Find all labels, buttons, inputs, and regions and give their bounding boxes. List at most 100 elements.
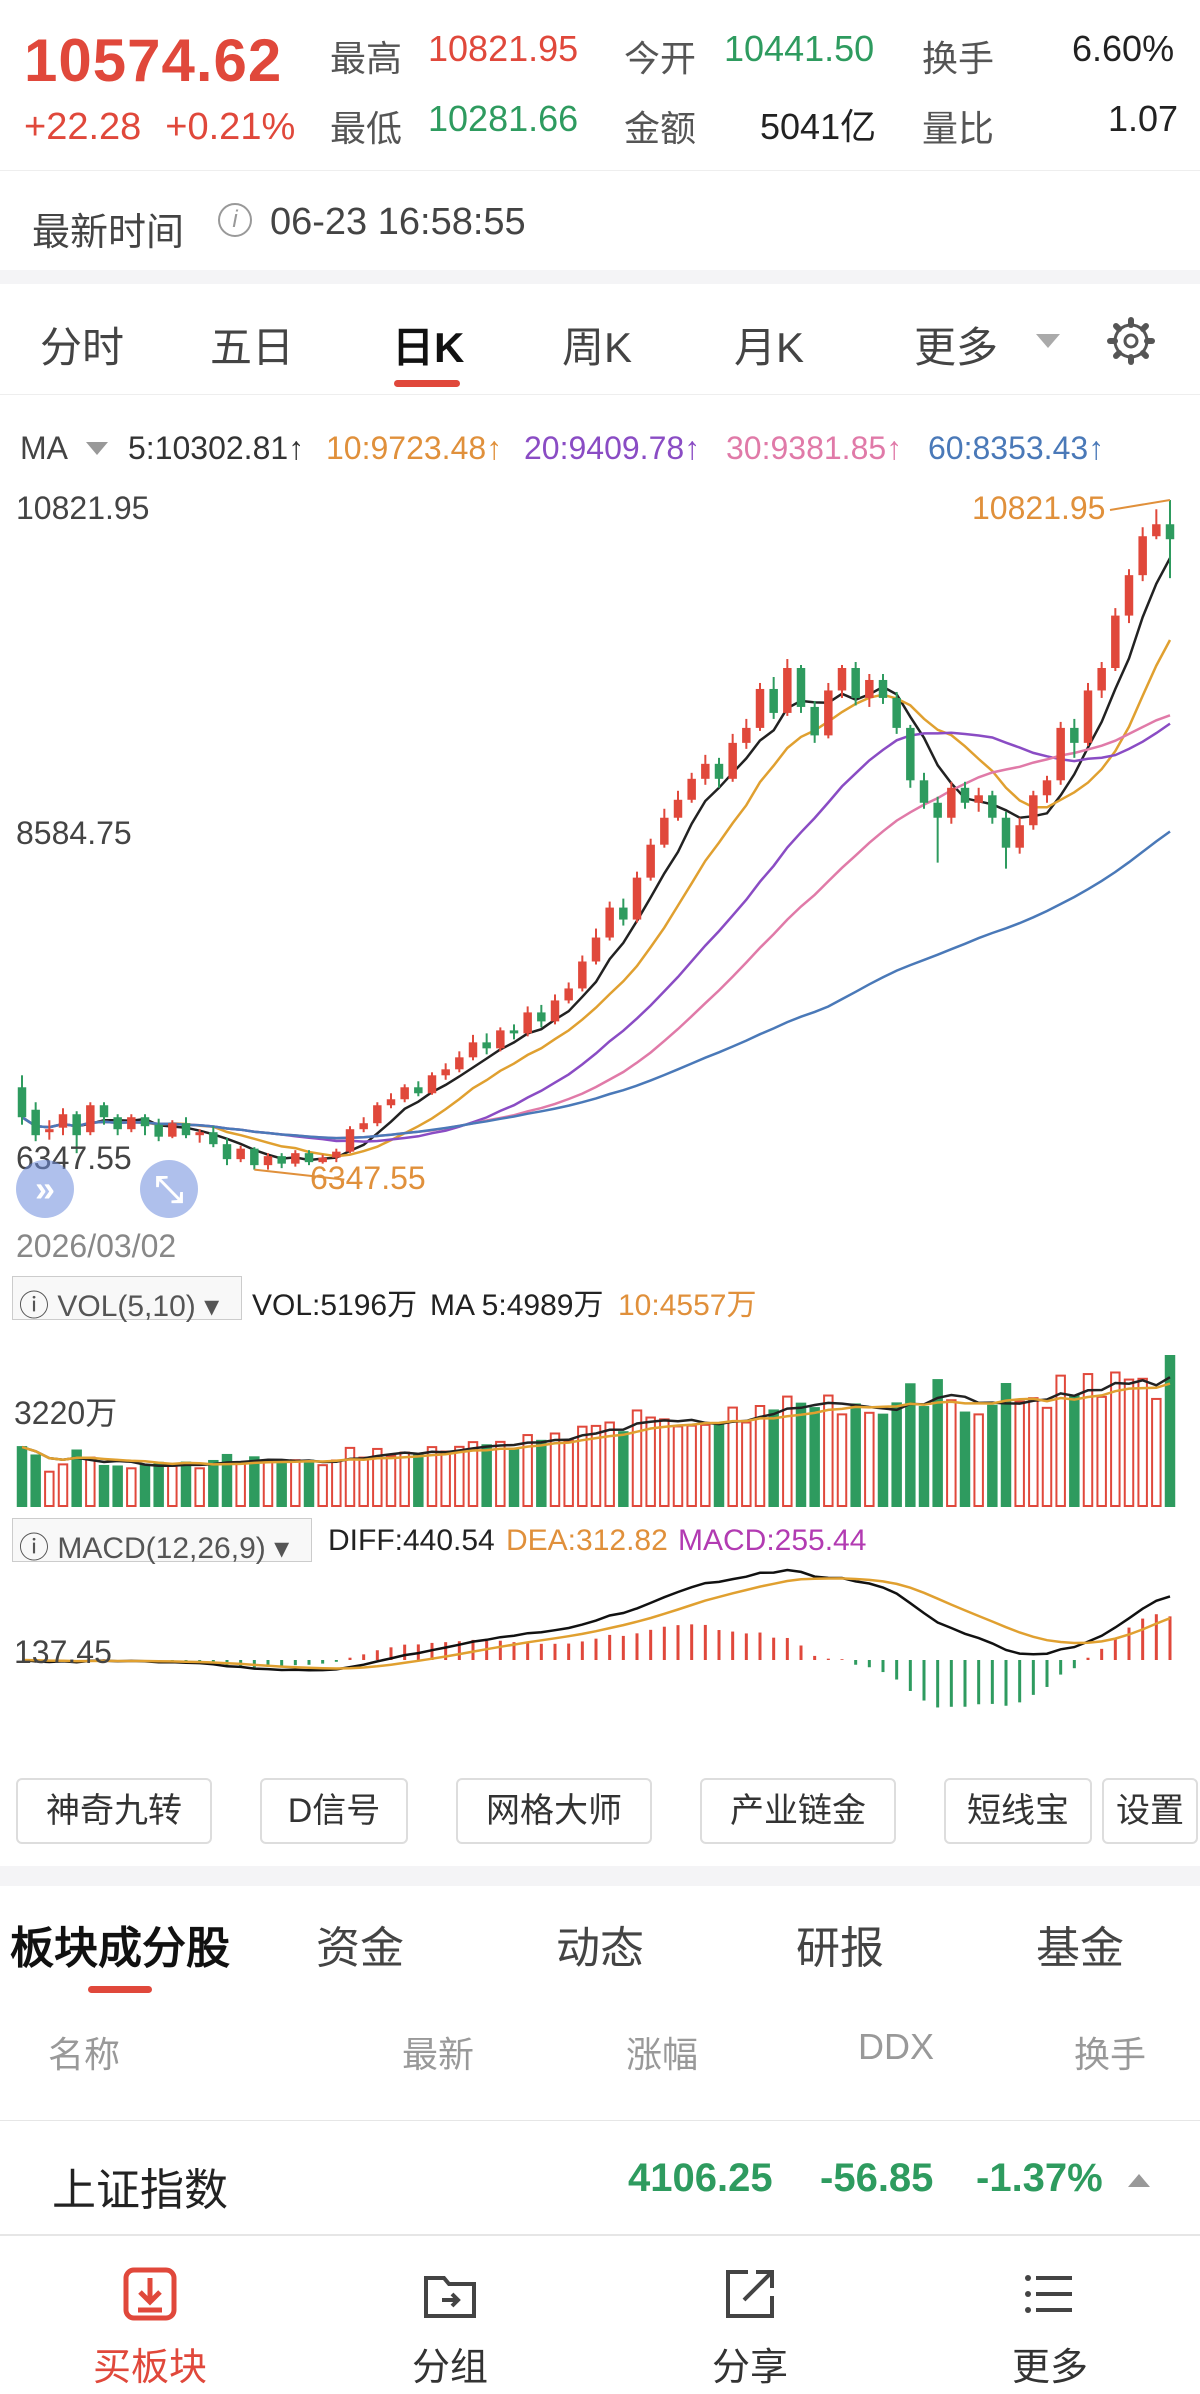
ratio-value: 1.07 (1108, 98, 1179, 139)
volume-bar (262, 1460, 274, 1507)
bottom-nav: 买板块 分组 分享 更多 (0, 2236, 1200, 2394)
stock-change: -56.85 (820, 2156, 934, 2200)
tab-five-day[interactable]: 五日 (210, 324, 295, 371)
ma-legend[interactable]: MA 5:10302.81↑ 10:9723.48↑ 20:9409.78↑ 3… (0, 420, 1200, 476)
vol-box-label: VOL(5,10) (57, 1290, 196, 1323)
candle-body (72, 1114, 81, 1136)
gear-icon[interactable] (1106, 316, 1156, 366)
tool-magic-nine[interactable]: 神奇九转 (16, 1778, 212, 1844)
volume-bar (864, 1411, 875, 1507)
candle-body (1097, 668, 1106, 691)
candle-body (291, 1153, 300, 1164)
col-turnover[interactable]: 换手 (1074, 2034, 1147, 2075)
candle-body (496, 1030, 505, 1049)
section-divider (0, 270, 1200, 284)
candle-body (1042, 780, 1052, 796)
candle-body (1124, 575, 1134, 616)
vol-value: VOL:5196万 (252, 1289, 418, 1322)
col-change[interactable]: 涨幅 (626, 2034, 699, 2075)
candle-body (1111, 615, 1120, 669)
active-tab-indicator (394, 380, 460, 387)
nav-buy-sector[interactable]: 买板块 (0, 2236, 300, 2394)
tool-buttons: 神奇九转 D信号 网格大师 产业链金 短线宝 设置 (0, 1774, 1200, 1858)
low-label: 最低 (330, 108, 403, 149)
amount-label: 金额 (624, 108, 697, 149)
candle-body (168, 1123, 177, 1137)
tab-funds-flow[interactable]: 资金 (316, 1924, 404, 1973)
vol-indicator-selector[interactable]: ⓘ VOL(5,10) ▾ (12, 1276, 242, 1323)
col-name[interactable]: 名称 (48, 2034, 121, 2075)
tool-d-signal[interactable]: D信号 (260, 1778, 408, 1844)
tool-grid-master[interactable]: 网格大师 (456, 1778, 652, 1844)
volume-bar (522, 1434, 533, 1507)
volume-bar (549, 1432, 561, 1507)
macd-chart (21, 1568, 1172, 1708)
volume-bar (426, 1446, 438, 1508)
volume-bar (686, 1424, 697, 1507)
tool-industry-chain[interactable]: 产业链金 (700, 1778, 896, 1844)
candle-body (660, 817, 669, 845)
col-latest[interactable]: 最新 (402, 2034, 475, 2075)
candlestick-chart[interactable] (0, 480, 1200, 1260)
volume-bar (918, 1406, 930, 1507)
candle-body (988, 795, 997, 818)
candle-body (742, 727, 751, 743)
high-label: 最高 (330, 38, 403, 79)
fullscreen-icon[interactable]: ⤡ (140, 1160, 198, 1218)
candle-body (578, 961, 587, 989)
volume-bar (344, 1446, 356, 1508)
info-icon[interactable]: i (218, 203, 252, 237)
tab-more[interactable]: 更多 (914, 324, 999, 371)
candle-body (140, 1117, 150, 1127)
nav-share[interactable]: 分享 (600, 2236, 900, 2394)
tab-intraday[interactable]: 分时 (40, 324, 125, 371)
volume-bar (659, 1418, 670, 1507)
candle-body (865, 679, 874, 698)
volume-bar (1069, 1394, 1080, 1507)
ma30-value: 30:9381.85↑ (726, 430, 903, 466)
volume-bar (495, 1440, 506, 1507)
low-value: 10281.66 (428, 98, 579, 139)
volume-bar (795, 1402, 807, 1507)
chevron-down-icon[interactable] (1036, 334, 1060, 348)
tool-settings[interactable]: 设置 (1102, 1778, 1198, 1844)
tab-research[interactable]: 研报 (796, 1924, 884, 1973)
tab-daily-k[interactable]: 日K (392, 324, 465, 371)
dropdown-arrow-icon[interactable] (86, 442, 108, 455)
macd-box-label: MACD(12,26,9) (57, 1532, 266, 1565)
candle-body (537, 1012, 546, 1022)
nav-more[interactable]: 更多 (900, 2236, 1200, 2394)
volume-bar (850, 1403, 861, 1507)
macd-header: ⓘ MACD(12,26,9) ▾ DIFF:440.54 DEA:312.82… (0, 1516, 1200, 1566)
macd-indicator-selector[interactable]: ⓘ MACD(12,26,9) ▾ (12, 1518, 312, 1565)
col-ddx[interactable]: DDX (858, 2026, 935, 2067)
volume-bar (71, 1449, 82, 1508)
list-item[interactable]: 上证指数 4106.25 -56.85 -1.37% (0, 2122, 1200, 2242)
tab-weekly-k[interactable]: 周K (562, 324, 633, 371)
volume-bar (454, 1445, 465, 1508)
candle-body (632, 877, 642, 920)
low-pointer (254, 1168, 345, 1181)
volume-bar (959, 1411, 971, 1507)
expand-left-icon[interactable]: » (16, 1160, 74, 1218)
candle-body (181, 1123, 191, 1136)
volume-bar (823, 1394, 834, 1507)
volume-bar (508, 1447, 520, 1507)
tab-news[interactable]: 动态 (556, 1924, 644, 1973)
tool-short-term[interactable]: 短线宝 (944, 1778, 1092, 1844)
tab-fund[interactable]: 基金 (1036, 1924, 1124, 1973)
candle-body (687, 778, 696, 800)
tab-monthly-k[interactable]: 月K (734, 324, 805, 371)
change-percent: +0.21% (165, 106, 296, 148)
candle-body (345, 1129, 355, 1152)
stock-name: 上证指数 (52, 2166, 228, 2215)
nav-group[interactable]: 分组 (300, 2236, 600, 2394)
tab-constituents[interactable]: 板块成分股 (10, 1924, 230, 1973)
candle-body (263, 1156, 273, 1166)
volume-bar (877, 1413, 889, 1507)
ma-label[interactable]: MA (20, 430, 68, 466)
vol-ma5: MA 5:4989万 (430, 1289, 604, 1322)
candle-body (714, 763, 724, 779)
volume-bar (208, 1459, 219, 1507)
volume-bar (1000, 1383, 1012, 1507)
